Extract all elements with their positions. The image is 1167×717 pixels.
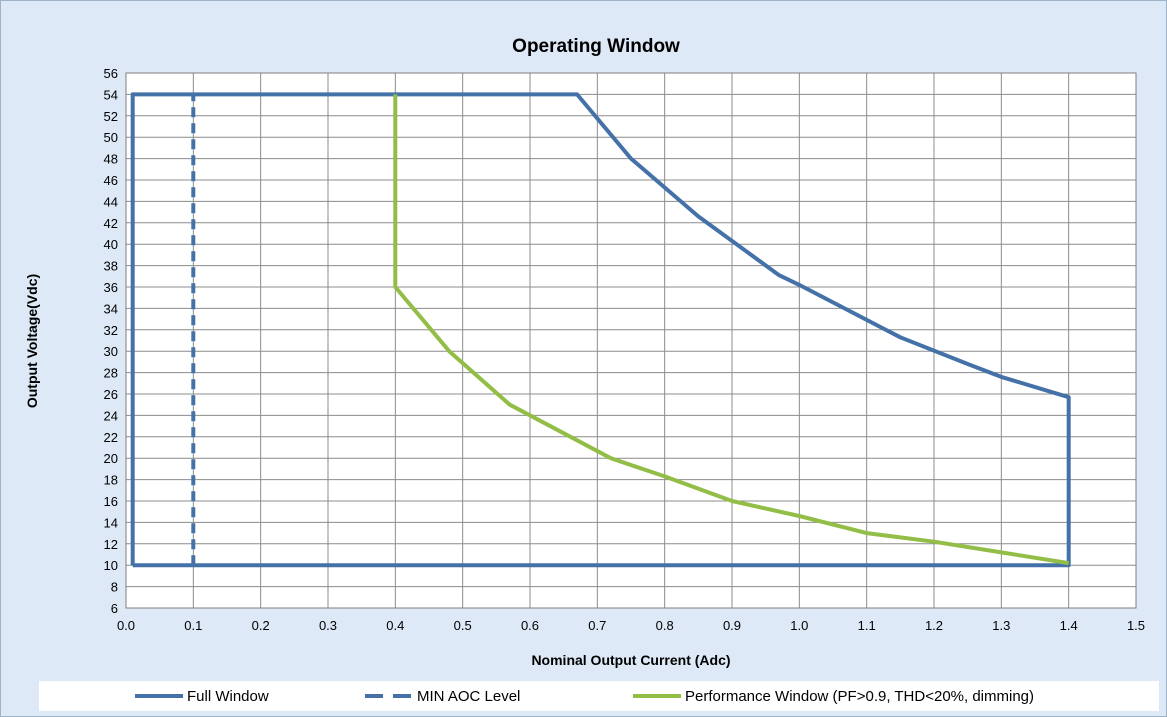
tick-labels: 0.0 0.1 0.2 0.3 0.4 0.5 0.6 0.7 0.8 0.9 1.0 1.1 1.2 1… <box>104 66 1146 633</box>
plot-border <box>125 72 1137 609</box>
x-tick-label: 0.2 <box>252 618 270 633</box>
y-tick-label: 10 <box>104 558 118 573</box>
y-tick-label: 6 <box>111 601 118 616</box>
x-tick-label: 0.8 <box>656 618 674 633</box>
y-tick-label: 28 <box>104 366 118 381</box>
y-tick-label: 8 <box>111 580 118 595</box>
y-tick-label: 36 <box>104 280 118 295</box>
plot-area <box>126 73 1136 608</box>
legend-label-min-aoc: MIN AOC Level <box>417 687 521 705</box>
legend-swatch-solid-blue <box>135 694 183 698</box>
y-tick-label: 48 <box>104 152 118 167</box>
y-tick-label: 46 <box>104 173 118 188</box>
y-tick-label: 16 <box>104 494 118 509</box>
legend: Full Window MIN AOC Level Performance Wi… <box>39 681 1159 711</box>
x-axis-label: Nominal Output Current (Adc) <box>531 652 730 668</box>
y-tick-label: 44 <box>104 194 118 209</box>
legend-label-performance-window: Performance Window (PF>0.9, THD<20%, dim… <box>685 687 1035 705</box>
legend-item-min-aoc: MIN AOC Level <box>365 688 520 705</box>
x-tick-label: 1.3 <box>992 618 1010 633</box>
y-tick-label: 30 <box>104 344 118 359</box>
y-tick-label: 42 <box>104 216 118 231</box>
y-tick-label: 34 <box>104 301 118 316</box>
grid-lines <box>125 72 1137 609</box>
x-tick-label: 1.0 <box>790 618 808 633</box>
legend-item-full-window: Full Window <box>135 688 269 705</box>
y-axis-label: Output Voltage(Vdc) <box>24 274 40 408</box>
chart-title: Operating Window <box>512 36 680 57</box>
x-tick-label: 1.2 <box>925 618 943 633</box>
y-tick-label: 38 <box>104 259 118 274</box>
y-tick-label: 54 <box>104 87 118 102</box>
legend-label-full-window: Full Window <box>187 687 269 705</box>
x-tick-label: 1.4 <box>1060 618 1078 633</box>
y-tick-label: 12 <box>104 537 118 552</box>
y-tick-label: 26 <box>104 387 118 402</box>
x-tick-label: 0.5 <box>454 618 472 633</box>
x-tick-label: 0.7 <box>588 618 606 633</box>
y-tick-label: 32 <box>104 323 118 338</box>
legend-swatch-dashed-blue <box>365 694 413 698</box>
series-layer <box>130 92 1071 568</box>
x-tick-label: 0.0 <box>117 618 135 633</box>
y-tick-label: 18 <box>104 473 118 488</box>
x-tick-label: 0.4 <box>386 618 404 633</box>
y-tick-label: 20 <box>104 451 118 466</box>
y-tick-label: 14 <box>104 515 118 530</box>
y-tick-label: 22 <box>104 430 118 445</box>
x-tick-label: 0.3 <box>319 618 337 633</box>
series-line-full-window <box>130 92 1071 568</box>
x-tick-label: 0.1 <box>184 618 202 633</box>
series-line-performance-window-pf-0-9-thd-20-dimming <box>393 94 1070 566</box>
legend-item-performance-window: Performance Window (PF>0.9, THD<20%, dim… <box>633 688 1034 705</box>
x-tick-label: 0.6 <box>521 618 539 633</box>
y-tick-label: 50 <box>104 130 118 145</box>
y-tick-label: 40 <box>104 237 118 252</box>
x-tick-label: 0.9 <box>723 618 741 633</box>
y-tick-label: 24 <box>104 408 118 423</box>
x-tick-label: 1.5 <box>1127 618 1145 633</box>
x-tick-label: 1.1 <box>858 618 876 633</box>
y-tick-label: 52 <box>104 109 118 124</box>
legend-swatch-green <box>633 694 681 698</box>
y-tick-label: 56 <box>104 66 118 81</box>
